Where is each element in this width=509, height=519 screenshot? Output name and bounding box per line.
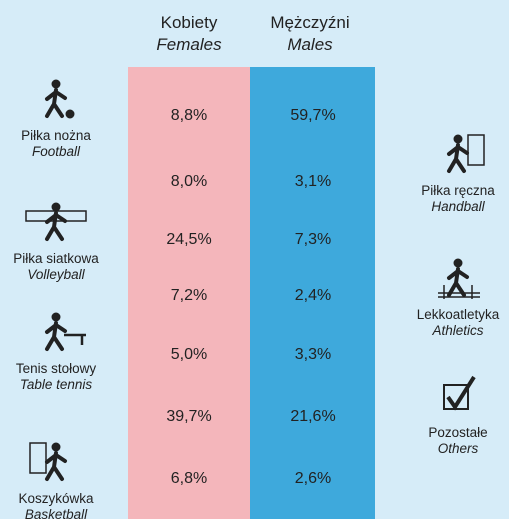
goal xyxy=(467,134,485,166)
sport-label: Pozostałe xyxy=(428,425,487,440)
figure xyxy=(45,211,67,241)
males-value: 2,6% xyxy=(295,470,331,487)
males-value: 21,6% xyxy=(290,408,335,425)
males-value: 7,3% xyxy=(295,231,331,248)
sport-label: Koszykówka xyxy=(18,491,94,506)
sport-label-en: Athletics xyxy=(431,323,483,338)
goal xyxy=(29,442,47,474)
females-value: 24,5% xyxy=(166,231,211,248)
females-column xyxy=(128,67,250,519)
males-column xyxy=(250,67,375,519)
sport-label-en: Basketball xyxy=(25,507,88,519)
males-value: 3,1% xyxy=(295,173,331,190)
head xyxy=(453,134,463,144)
sport-icon xyxy=(45,312,86,351)
sport-label-en: Handball xyxy=(431,199,485,214)
females-value: 6,8% xyxy=(171,470,207,487)
head xyxy=(51,312,61,322)
females-value: 8,0% xyxy=(171,173,207,190)
sport-label-en: Table tennis xyxy=(20,377,93,392)
net xyxy=(25,210,87,222)
females-value: 8,8% xyxy=(171,107,207,124)
table xyxy=(64,333,86,345)
head xyxy=(51,442,61,452)
sport-label: Piłka ręczna xyxy=(421,183,495,198)
column-header: Kobiety xyxy=(161,13,218,32)
sport-icon xyxy=(438,258,480,299)
figure xyxy=(45,451,67,481)
sport-label: Piłka nożna xyxy=(21,128,91,143)
ball xyxy=(65,109,75,119)
sport-label: Tenis stołowy xyxy=(16,361,97,376)
sport-icon xyxy=(443,375,476,411)
sport-label: Lekkoatletyka xyxy=(417,307,500,322)
head xyxy=(51,79,61,89)
column-header-en: Males xyxy=(287,35,333,54)
column-header: Mężczyźni xyxy=(270,13,349,32)
figure xyxy=(447,267,469,297)
sport-label-en: Football xyxy=(32,144,81,159)
sport-label-en: Others xyxy=(438,441,479,456)
figure xyxy=(447,143,469,173)
sport-icon xyxy=(29,442,67,481)
females-value: 39,7% xyxy=(166,408,211,425)
sport-label: Piłka siatkowa xyxy=(13,251,99,266)
females-value: 7,2% xyxy=(171,287,207,304)
sport-icon xyxy=(447,134,485,173)
head xyxy=(453,258,463,268)
head xyxy=(51,202,61,212)
figure xyxy=(45,88,67,118)
sport-icon xyxy=(45,79,75,119)
column-header-en: Females xyxy=(156,35,222,54)
sport-label-en: Volleyball xyxy=(27,267,85,282)
females-value: 5,0% xyxy=(171,346,207,363)
figure xyxy=(45,321,67,351)
males-value: 2,4% xyxy=(295,287,331,304)
males-value: 59,7% xyxy=(290,107,335,124)
check-mark xyxy=(446,375,476,411)
hurdle xyxy=(438,285,480,299)
sport-icon xyxy=(25,202,87,241)
males-value: 3,3% xyxy=(295,346,331,363)
